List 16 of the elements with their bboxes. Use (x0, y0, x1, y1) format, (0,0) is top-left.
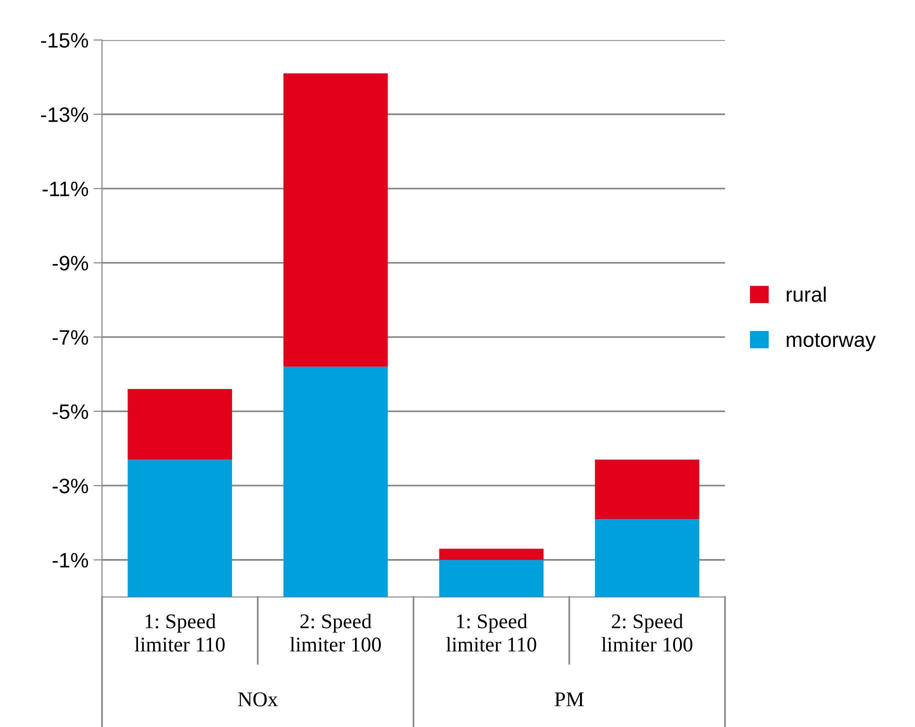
y-tick-label: -7% (52, 330, 88, 345)
y-tick-label: -1% (52, 552, 88, 568)
y-tick-label: -9% (52, 256, 88, 271)
y-tick-label: -13% (41, 107, 88, 122)
text: PM (554, 692, 584, 706)
y-tick-label: -15% (41, 33, 88, 48)
y-tick-label: -5% (52, 404, 88, 420)
legend-label: motorway (786, 333, 876, 352)
x-tick-label: 1: Speed limiter 110 (134, 614, 225, 652)
x-tick-label: 2: Speed limiter 100 (290, 614, 381, 652)
y-tick-label: -11% (42, 182, 88, 196)
y-tick-label: -3% (52, 478, 88, 494)
text: NOx (238, 692, 278, 706)
x-tick-label: 1: Speed limiter 110 (446, 614, 536, 652)
x-tick-label: 2: Speed limiter 100 (602, 614, 692, 652)
legend-label: rural (786, 286, 826, 302)
